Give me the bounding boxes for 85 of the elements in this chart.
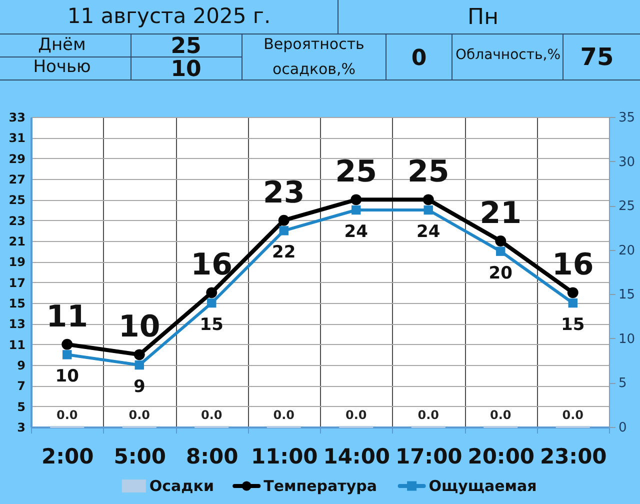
text: Днём	[38, 35, 86, 55]
data-label: 23	[263, 175, 305, 210]
chart-title: 11 августа 2025 г.	[67, 4, 271, 28]
legend-label: Осадки	[149, 477, 214, 495]
data-label: 0.0	[418, 408, 440, 422]
point	[496, 246, 506, 256]
x-tick-label: 17:00	[395, 444, 462, 468]
point	[62, 338, 73, 350]
data-label: 11	[46, 299, 88, 334]
data-label: 25	[408, 154, 450, 190]
y-tick-label: 9	[17, 358, 26, 372]
x-tick-label: 14:00	[323, 444, 390, 468]
data-label: 0.0	[562, 408, 584, 422]
data-label: 0.0	[128, 408, 150, 422]
data-label: 0.0	[273, 408, 295, 422]
data-label: 10	[55, 366, 80, 387]
point	[567, 287, 578, 298]
point	[207, 298, 216, 308]
y-tick-label: 15	[8, 296, 26, 310]
point	[350, 194, 362, 206]
data-label: 21	[480, 196, 522, 231]
data-label: 0.0	[490, 408, 512, 422]
point	[352, 205, 361, 215]
data-label: 24	[344, 222, 368, 242]
point	[134, 349, 145, 360]
point	[424, 205, 433, 215]
point	[134, 360, 144, 370]
text: Ночью	[33, 57, 91, 77]
y-tick-label: 21	[8, 234, 26, 248]
data-label: 22	[272, 242, 296, 263]
data-label: 24	[416, 222, 440, 242]
text: Пн	[468, 5, 498, 30]
point	[422, 194, 434, 206]
y-tick-label: 5	[17, 400, 26, 414]
y-tick-label: 25	[8, 193, 26, 208]
y-tick-label: 29	[8, 152, 26, 166]
text: Облачность,%	[455, 47, 561, 63]
y-tick-label: 27	[8, 172, 26, 186]
y-tick-label: 19	[8, 255, 26, 270]
y-tick-label: 23	[8, 214, 26, 228]
y2-tick-label: 5	[618, 376, 627, 392]
text: 25	[170, 34, 202, 59]
x-tick-label: 11:00	[250, 444, 318, 468]
point	[279, 226, 288, 236]
y-tick-label: 31	[8, 131, 26, 146]
x-tick-label: 8:00	[186, 444, 238, 468]
y-tick-label: 17	[8, 276, 26, 290]
data-label: 16	[552, 248, 594, 283]
data-label: 0.0	[345, 408, 367, 422]
x-tick-label: 2:00	[42, 444, 94, 468]
data-label: 9	[133, 377, 146, 397]
data-label: 16	[190, 248, 232, 283]
x-tick-label: 20:00	[468, 444, 535, 468]
text: 10	[170, 57, 202, 82]
y-tick-label: 13	[8, 317, 26, 332]
text: Вероятность осадков,%	[264, 35, 364, 78]
point	[62, 350, 72, 360]
point	[568, 298, 578, 308]
y-tick-label: 11	[8, 338, 26, 352]
y2-tick-label: 30	[618, 154, 636, 170]
text: 0	[411, 46, 427, 71]
x-tick-label: 23:00	[540, 444, 607, 468]
data-label: 15	[561, 315, 585, 335]
text: 75	[580, 43, 614, 71]
y-tick-label: 33	[8, 110, 26, 124]
y2-tick-label: 15	[618, 288, 636, 303]
data-label: 20	[488, 263, 513, 284]
data-label: 10	[118, 310, 160, 345]
point	[495, 236, 506, 246]
data-label: 0.0	[56, 408, 78, 422]
legend-label: Температура	[264, 477, 378, 495]
data-label: 25	[335, 154, 377, 190]
y2-tick-label: 20	[618, 243, 636, 258]
x-tick-label: 5:00	[114, 444, 166, 468]
y-tick-label: 3	[17, 420, 26, 434]
y2-tick-label: 10	[618, 332, 636, 347]
y2-tick-label: 0	[618, 420, 627, 436]
point	[206, 287, 218, 298]
data-label: 15	[200, 315, 224, 335]
y2-tick-label: 25	[618, 199, 636, 214]
data-label: 0.0	[200, 408, 222, 422]
y-tick-label: 7	[17, 379, 26, 394]
point	[278, 214, 290, 226]
y2-tick-label: 35	[618, 110, 636, 126]
legend-label: Ощущаемая	[428, 477, 537, 495]
